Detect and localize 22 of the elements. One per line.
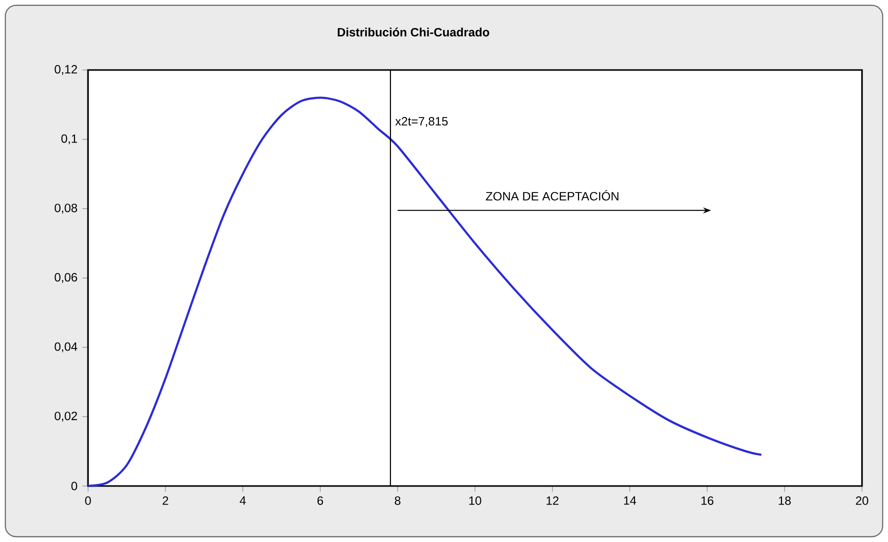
ref-line-label: x2t=7,815 bbox=[395, 117, 448, 127]
x-tick-label: 20 bbox=[856, 496, 868, 505]
x-tick-label: 2 bbox=[162, 496, 168, 505]
x-tick-label: 6 bbox=[317, 496, 324, 505]
x-tick-label: 8 bbox=[394, 496, 400, 505]
chart-title: Distribución Chi-Cuadrado bbox=[338, 28, 490, 36]
x-tick-label: 4 bbox=[240, 496, 246, 505]
y-tick-label: 0,08 bbox=[54, 204, 78, 214]
x-tick-label: 14 bbox=[624, 496, 636, 505]
x-tick-label: 0 bbox=[85, 496, 91, 505]
y-tick-label: 0,06 bbox=[54, 273, 78, 283]
x-tick-label: 18 bbox=[778, 496, 791, 505]
x-tick-label: 10 bbox=[469, 496, 482, 505]
line-series bbox=[86, 96, 762, 488]
x-tick-label: 12 bbox=[546, 496, 558, 505]
y-tick-label: 0,02 bbox=[54, 412, 77, 422]
y-tick-label: 0,12 bbox=[54, 65, 77, 75]
y-tick-label: 0,1 bbox=[61, 134, 78, 144]
x-tick-label: 16 bbox=[701, 496, 714, 505]
annotation: ZONA DE ACEPTACIÓN bbox=[486, 190, 618, 200]
y-tick-label: 0,04 bbox=[54, 342, 78, 352]
y-tick-label: 0 bbox=[71, 482, 78, 490]
